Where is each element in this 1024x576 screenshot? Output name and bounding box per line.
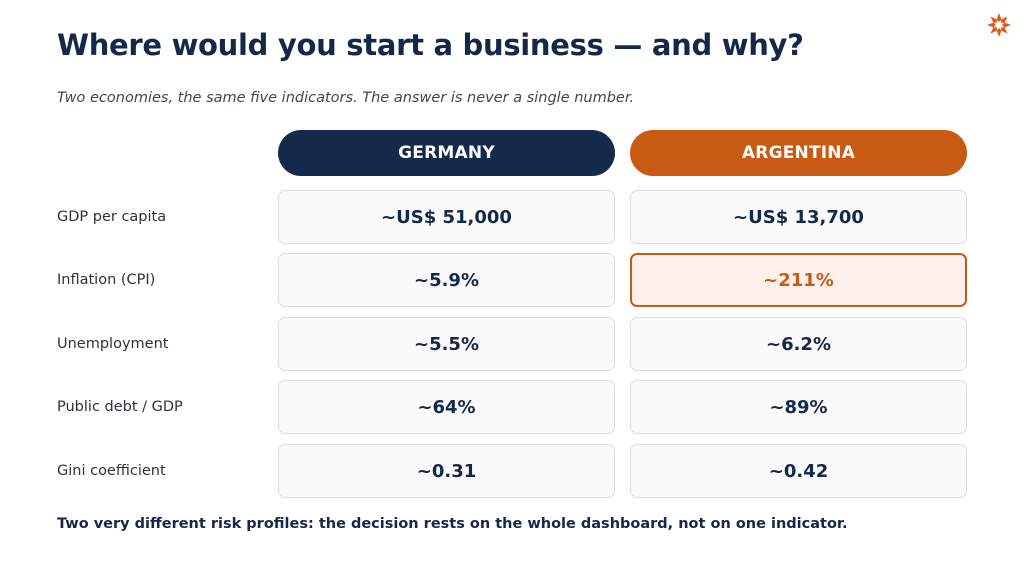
cell-germany-inflation: ~5.9% xyxy=(278,253,615,307)
page-title: Where would you start a business — and w… xyxy=(57,28,804,62)
cell-argentina-inflation-highlighted: ~211% xyxy=(630,253,967,307)
cell-argentina-gini-coefficient: ~0.42 xyxy=(630,444,967,498)
row-label-gini-coefficient: Gini coefficient xyxy=(57,463,166,479)
page-subtitle: Two economies, the same five indicators.… xyxy=(57,90,635,106)
cell-germany-gini-coefficient: ~0.31 xyxy=(278,444,615,498)
row-label-public-debt: Public debt / GDP xyxy=(57,399,183,415)
cell-argentina-public-debt: ~89% xyxy=(630,380,967,434)
cell-germany-gdp-per-capita: ~US$ 51,000 xyxy=(278,190,615,244)
cell-argentina-gdp-per-capita: ~US$ 13,700 xyxy=(630,190,967,244)
footer-note: Two very different risk profiles: the de… xyxy=(57,516,848,532)
cell-germany-unemployment: ~5.5% xyxy=(278,317,615,371)
column-header-argentina: ARGENTINA xyxy=(630,130,967,176)
cell-germany-public-debt: ~64% xyxy=(278,380,615,434)
logo-icon xyxy=(986,12,1012,38)
column-header-germany: GERMANY xyxy=(278,130,615,176)
cell-argentina-unemployment: ~6.2% xyxy=(630,317,967,371)
row-label-gdp-per-capita: GDP per capita xyxy=(57,209,167,225)
row-label-unemployment: Unemployment xyxy=(57,336,169,352)
row-label-inflation: Inflation (CPI) xyxy=(57,272,156,288)
